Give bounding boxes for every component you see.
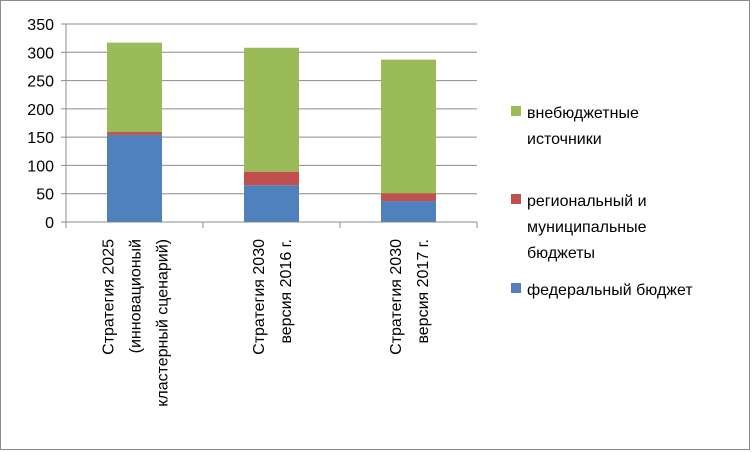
category-label-line: версия 2016 г. bbox=[278, 239, 295, 344]
category-label-line: (инновационый bbox=[128, 239, 145, 353]
legend-label-line: федеральный бюджет bbox=[527, 282, 693, 299]
y-tick-label: 0 bbox=[45, 215, 54, 232]
y-tick-label: 300 bbox=[27, 45, 54, 62]
category-label-layer: Стратегия 2025 (инновационый кластерный сц… bbox=[101, 239, 433, 407]
bar-segment-2-0 bbox=[107, 42, 162, 133]
category-label-line: Стратегия 2025 bbox=[101, 239, 118, 355]
category-label-line: версия 2017 г. bbox=[415, 239, 432, 344]
legend-label-line: бюджеты bbox=[527, 245, 595, 262]
y-tick-label: 200 bbox=[27, 102, 54, 119]
bar-segment-1-0 bbox=[107, 132, 162, 135]
y-tick-label: 150 bbox=[27, 130, 54, 147]
category-label-line: кластерный сценарий) bbox=[155, 239, 172, 407]
y-tick-label: 250 bbox=[27, 74, 54, 91]
legend: внебюджетные источники региональный и муниц… bbox=[511, 105, 693, 299]
y-tick-label: 100 bbox=[27, 158, 54, 175]
legend-swatch bbox=[511, 194, 521, 204]
bar-segment-0-0 bbox=[107, 134, 162, 222]
legend-label-line: региональный и bbox=[527, 193, 647, 210]
bar-segment-2-2 bbox=[381, 59, 436, 194]
legend-label-line: внебюджетные bbox=[527, 105, 639, 122]
bar-segment-0-2 bbox=[381, 201, 436, 222]
category-label-line: Стратегия 2030 bbox=[251, 239, 268, 355]
legend-label-line: муниципальные bbox=[527, 219, 647, 236]
legend-label-line: источники bbox=[527, 131, 602, 148]
legend-swatch bbox=[511, 106, 521, 116]
bar-segment-1-2 bbox=[381, 193, 436, 202]
y-tick-label: 350 bbox=[27, 17, 54, 34]
y-tick-label: 50 bbox=[36, 187, 54, 204]
legend-swatch bbox=[511, 283, 521, 293]
bar-segment-1-1 bbox=[244, 171, 299, 186]
bar-segment-0-1 bbox=[244, 185, 299, 222]
category-label-line: Стратегия 2030 bbox=[388, 239, 405, 355]
bar-segment-2-1 bbox=[244, 47, 299, 172]
bar-layer bbox=[107, 42, 436, 222]
